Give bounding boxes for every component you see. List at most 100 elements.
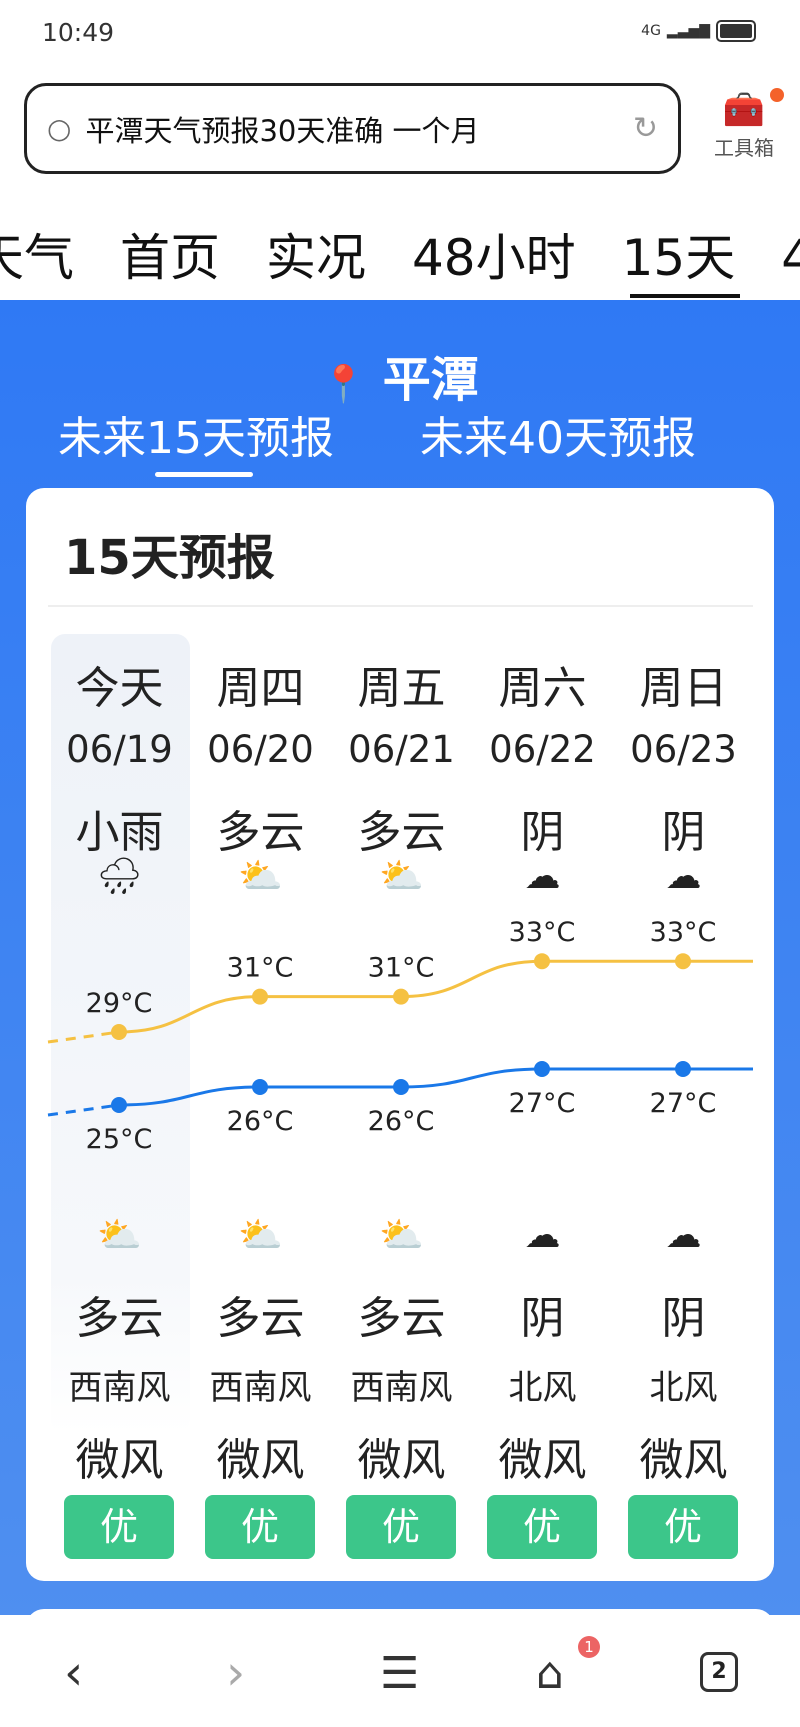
low-temp-label: 25°C xyxy=(86,1124,153,1155)
high-temp-point xyxy=(111,1024,127,1040)
low-temp-point xyxy=(675,1061,691,1077)
toolbox-button[interactable]: 🧰 工具箱 xyxy=(700,88,788,161)
day-name: 今天 xyxy=(75,663,164,714)
day-weather: 多云 xyxy=(357,807,446,858)
subtab-40day[interactable]: 未来40天预报 xyxy=(420,413,696,464)
toolbox-label: 工具箱 xyxy=(714,136,774,160)
high-temp-label: 31°C xyxy=(368,953,435,984)
high-temp-point xyxy=(252,988,268,1005)
tab-48h[interactable]: 48小时 xyxy=(412,229,576,287)
day-name: 周五 xyxy=(357,663,446,714)
location-pin-icon: 📍 xyxy=(321,364,367,405)
day-date: 06/20 xyxy=(207,728,314,771)
partly-cloudy-icon: ⛅ xyxy=(97,1215,142,1256)
high-temp-line-dashed xyxy=(47,1030,120,1044)
day-date: 06/22 xyxy=(489,728,596,771)
tab-weather[interactable]: 天气 xyxy=(0,229,74,287)
search-icon: ○ xyxy=(47,112,72,145)
tab-home[interactable]: 首页 xyxy=(120,229,220,287)
day-date: 06/19 xyxy=(66,728,173,771)
low-temp-line-dashed xyxy=(47,1103,120,1117)
day-weather: 阴 xyxy=(520,807,565,858)
low-temp-label: 27°C xyxy=(650,1088,717,1119)
tab-more[interactable]: 4 xyxy=(781,229,800,287)
overcast-icon: ☁ xyxy=(524,1215,561,1256)
aqi-badge[interactable]: 优 xyxy=(205,1495,315,1559)
card-title: 15天预报 xyxy=(64,530,275,586)
day-name: 周日 xyxy=(639,663,728,714)
night-weather: 多云 xyxy=(357,1293,446,1344)
forward-icon[interactable]: › xyxy=(226,1645,246,1701)
wind-level: 微风 xyxy=(216,1435,305,1486)
active-tab-indicator xyxy=(630,294,740,298)
low-temp-point xyxy=(111,1097,127,1113)
home-icon[interactable]: ⌂ xyxy=(536,1648,564,1699)
low-temp-point xyxy=(534,1061,550,1077)
day-date: 06/21 xyxy=(348,728,455,771)
high-temp-point xyxy=(534,953,550,970)
subtab-15day[interactable]: 未来15天预报 xyxy=(58,413,334,464)
low-temp-point xyxy=(393,1079,409,1095)
wind-level: 微风 xyxy=(498,1435,587,1486)
status-icons: 4G ▂▃▅▇ xyxy=(641,20,756,42)
day-weather: 阴 xyxy=(661,807,706,858)
low-temp-label: 26°C xyxy=(227,1106,294,1137)
day-weather: 多云 xyxy=(216,807,305,858)
high-temp-point xyxy=(675,953,691,970)
location-title: 📍 平潭 xyxy=(321,352,479,408)
wind-direction: 西南风 xyxy=(350,1368,453,1408)
high-temp-point xyxy=(393,988,409,1005)
day-name: 周四 xyxy=(216,663,305,714)
low-temp-label: 26°C xyxy=(368,1106,435,1137)
network-icon: 4G xyxy=(641,23,661,39)
wind-direction: 西南风 xyxy=(68,1368,171,1408)
high-temp-line xyxy=(118,959,753,1034)
night-weather: 多云 xyxy=(75,1293,164,1344)
divider xyxy=(48,605,753,607)
nav-tabs: 天气首页实况 48小时 15天 4 xyxy=(0,218,800,290)
overcast-icon: ☁ xyxy=(665,856,702,897)
aqi-badge[interactable]: 优 xyxy=(628,1495,738,1559)
partly-cloudy-icon: ⛅ xyxy=(379,1215,424,1256)
tabs-count-button[interactable]: 2 xyxy=(700,1652,738,1692)
night-weather: 多云 xyxy=(216,1293,305,1344)
partly-cloudy-icon: ⛅ xyxy=(238,1215,283,1256)
wind-direction: 西南风 xyxy=(209,1368,312,1408)
wind-level: 微风 xyxy=(75,1435,164,1486)
aqi-badge[interactable]: 优 xyxy=(487,1495,597,1559)
tab-15day[interactable]: 15天 xyxy=(621,229,736,287)
notification-badge: 1 xyxy=(578,1636,600,1658)
notification-dot xyxy=(770,88,784,102)
search-input[interactable]: 平潭天气预报30天准确 一个月 xyxy=(85,113,480,148)
high-temp-label: 33°C xyxy=(509,917,576,948)
toolbox-icon: 🧰 xyxy=(722,90,766,130)
battery-icon xyxy=(716,20,756,42)
light-rain-icon: 🌧 xyxy=(96,856,143,897)
aqi-badge[interactable]: 优 xyxy=(64,1495,174,1559)
back-icon[interactable]: ‹ xyxy=(64,1645,84,1701)
overcast-icon: ☁ xyxy=(524,856,561,897)
tab-live[interactable]: 实况 xyxy=(266,229,366,287)
aqi-badge[interactable]: 优 xyxy=(346,1495,456,1559)
active-subtab-indicator xyxy=(155,472,253,477)
high-temp-label: 29°C xyxy=(86,988,153,1019)
partly-cloudy-icon: ⛅ xyxy=(379,856,424,897)
search-bar[interactable]: ○ 平潭天气预报30天准确 一个月 ↻ xyxy=(24,83,681,174)
wind-level: 微风 xyxy=(639,1435,728,1486)
low-temp-point xyxy=(252,1079,268,1095)
status-time: 10:49 xyxy=(42,18,115,47)
menu-icon[interactable]: ☰ xyxy=(380,1648,420,1699)
day-weather: 小雨 xyxy=(75,807,164,858)
refresh-icon[interactable]: ↻ xyxy=(632,111,658,146)
signal-icon: ▂▃▅▇ xyxy=(666,23,710,39)
bottom-nav xyxy=(0,1615,800,1727)
day-date: 06/23 xyxy=(630,728,737,771)
partly-cloudy-icon: ⛅ xyxy=(238,856,283,897)
wind-direction: 北风 xyxy=(508,1368,577,1408)
wind-level: 微风 xyxy=(357,1435,446,1486)
day-name: 周六 xyxy=(498,663,587,714)
high-temp-label: 33°C xyxy=(650,917,717,948)
night-weather: 阴 xyxy=(520,1293,565,1344)
night-weather: 阴 xyxy=(661,1293,706,1344)
